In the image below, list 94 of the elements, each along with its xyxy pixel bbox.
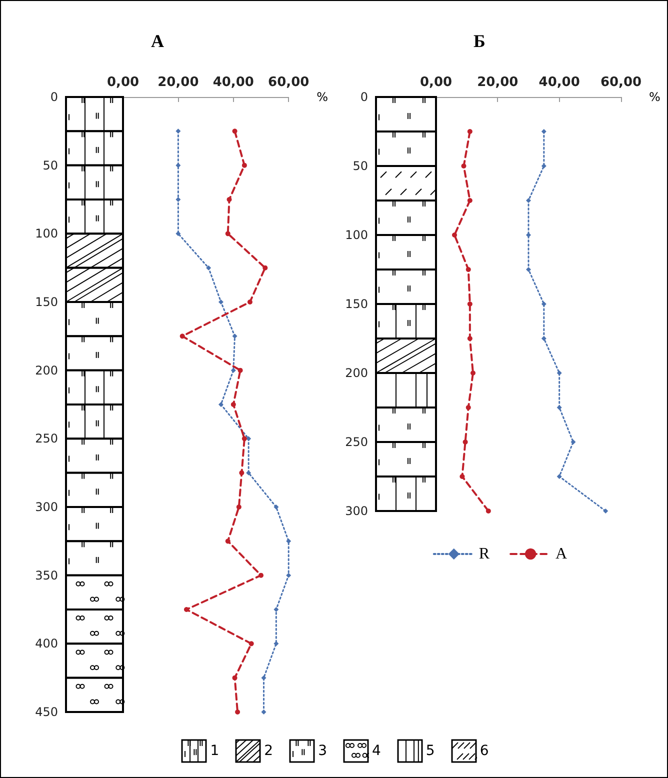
- x-tick-label: 0,00: [106, 75, 140, 90]
- point: [262, 265, 268, 270]
- point: [238, 368, 243, 373]
- point: [274, 641, 279, 646]
- legend-label: R: [478, 546, 490, 562]
- point: [603, 508, 608, 514]
- text: 3: [318, 743, 327, 759]
- point: [274, 504, 279, 510]
- point: [467, 336, 472, 341]
- point: [541, 164, 546, 168]
- x-tick-label: 20,00: [158, 75, 199, 90]
- x-tick-label: 40,00: [212, 75, 254, 90]
- point: [206, 265, 212, 270]
- y-tick-label: 100: [345, 228, 368, 242]
- text: 4: [372, 743, 381, 759]
- text: 2: [264, 743, 274, 759]
- point: [460, 474, 465, 479]
- point: [247, 300, 252, 304]
- x-tick-label: 60,00: [600, 75, 642, 90]
- point: [225, 538, 230, 544]
- point: [230, 402, 236, 407]
- text: 1: [210, 743, 220, 759]
- point: [526, 267, 531, 272]
- y-tick-label: 200: [345, 366, 368, 380]
- point: [466, 267, 471, 272]
- x-tick-label: 0,00: [420, 75, 452, 90]
- point: [467, 198, 472, 203]
- point: [236, 504, 242, 510]
- y-tick-label: 250: [345, 435, 368, 449]
- x-tick-label: 40,00: [538, 75, 580, 90]
- y-tick-label: 400: [35, 636, 58, 651]
- chart-title: Б: [474, 31, 486, 51]
- point: [570, 440, 576, 444]
- point: [470, 370, 476, 376]
- y-tick-label: 150: [35, 295, 58, 309]
- text: 5: [426, 743, 435, 759]
- y-tick-label: 0: [360, 90, 368, 104]
- point: [556, 370, 562, 376]
- point: [242, 162, 247, 168]
- point: [248, 641, 254, 646]
- point: [232, 128, 238, 134]
- point: [261, 710, 266, 714]
- y-tick-label: 200: [35, 363, 58, 378]
- point: [467, 302, 472, 306]
- point: [232, 675, 238, 680]
- point: [180, 334, 185, 339]
- point: [541, 336, 546, 341]
- chart-title: А: [151, 31, 164, 51]
- point: [184, 607, 189, 612]
- point: [526, 198, 531, 203]
- point: [242, 436, 247, 442]
- point: [218, 402, 224, 407]
- point: [286, 572, 292, 578]
- x-tick-label: 20,00: [477, 75, 518, 90]
- point: [286, 538, 292, 544]
- point: [556, 405, 562, 410]
- point: [526, 232, 531, 238]
- point: [541, 302, 546, 306]
- y-tick-label: 50: [352, 159, 368, 173]
- y-tick-label: 50: [42, 158, 58, 172]
- x-axis-title: %: [649, 90, 660, 104]
- point: [226, 197, 232, 202]
- point: [239, 470, 244, 476]
- point: [218, 300, 224, 304]
- point: [486, 508, 491, 514]
- point: [225, 231, 230, 236]
- point: [452, 232, 457, 238]
- point: [462, 440, 468, 444]
- point: [556, 474, 562, 479]
- point: [466, 405, 471, 410]
- x-tick-label: 60,00: [268, 75, 310, 90]
- point: [232, 334, 238, 339]
- point: [258, 572, 264, 578]
- point: [176, 231, 181, 236]
- point: [461, 164, 466, 168]
- y-tick-label: 250: [35, 432, 58, 446]
- point: [176, 197, 181, 202]
- point: [467, 129, 472, 134]
- y-tick-label: 100: [35, 226, 58, 241]
- text: 6: [480, 743, 489, 759]
- point: [235, 710, 240, 714]
- x-axis-title: %: [316, 90, 328, 104]
- point: [230, 368, 236, 373]
- y-tick-label: 450: [35, 705, 58, 719]
- point: [176, 128, 181, 134]
- y-tick-label: 0: [50, 90, 58, 104]
- point: [541, 129, 546, 134]
- y-tick-label: 300: [35, 500, 58, 514]
- point: [246, 436, 252, 442]
- point: [274, 607, 279, 612]
- y-tick-label: 150: [345, 297, 368, 311]
- y-tick-label: 300: [345, 504, 368, 518]
- y-tick-label: 350: [35, 568, 58, 582]
- legend-label: A: [556, 546, 568, 562]
